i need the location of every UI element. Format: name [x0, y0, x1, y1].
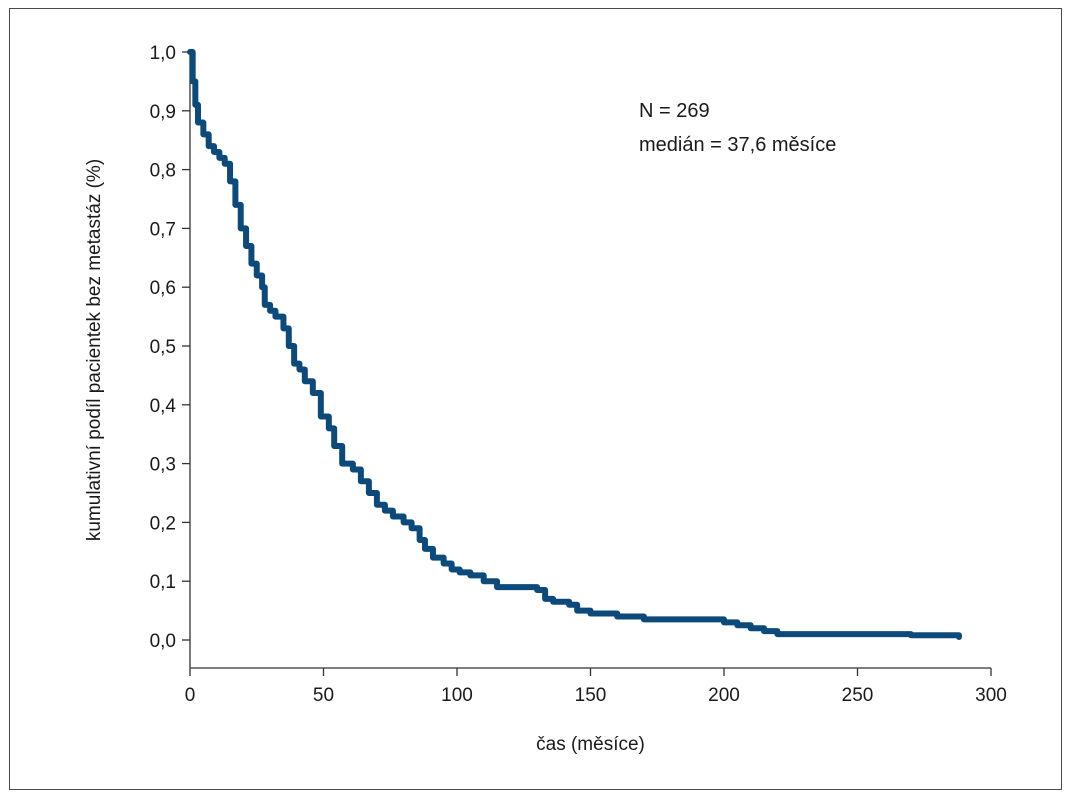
x-tick-label: 0 — [185, 685, 196, 706]
y-axis-title: kumulativní podíl pacientek bez metastáz… — [84, 159, 105, 541]
y-tick-label: 0,6 — [150, 278, 176, 299]
annotation-n: N = 269 — [639, 100, 710, 122]
y-tick-label: 0,3 — [150, 455, 176, 476]
x-tick-label: 300 — [975, 685, 1007, 706]
x-tick-label: 200 — [708, 685, 740, 706]
y-tick-label: 0,0 — [150, 631, 176, 652]
x-tick-label: 50 — [313, 685, 334, 706]
y-tick-label: 0,4 — [150, 396, 177, 417]
x-tick-label: 100 — [441, 685, 473, 706]
ticks: 0,0 0,1 0,2 0,3 0,4 0,5 0,6 0,7 0,8 0,9 1,0 0 50 100 1… — [150, 43, 1007, 706]
axes — [189, 52, 991, 669]
y-tick-label: 0,5 — [150, 337, 176, 358]
survival-curve-series — [187, 49, 962, 641]
y-tick-label: 0,1 — [150, 572, 176, 593]
y-tick-label: 0,2 — [150, 513, 176, 534]
x-tick-label: 150 — [575, 685, 607, 706]
y-tick-label: 0,7 — [150, 219, 176, 240]
x-tick-label: 250 — [842, 685, 874, 706]
chart-frame — [9, 8, 1062, 790]
y-tick-label: 1,0 — [150, 43, 176, 64]
x-axis-title: čas (měsíce) — [536, 734, 645, 755]
y-tick-label: 0,8 — [150, 161, 176, 182]
y-tick-label: 0,9 — [150, 102, 176, 123]
annotation-median: medián = 37,6 měsíce — [639, 134, 836, 156]
